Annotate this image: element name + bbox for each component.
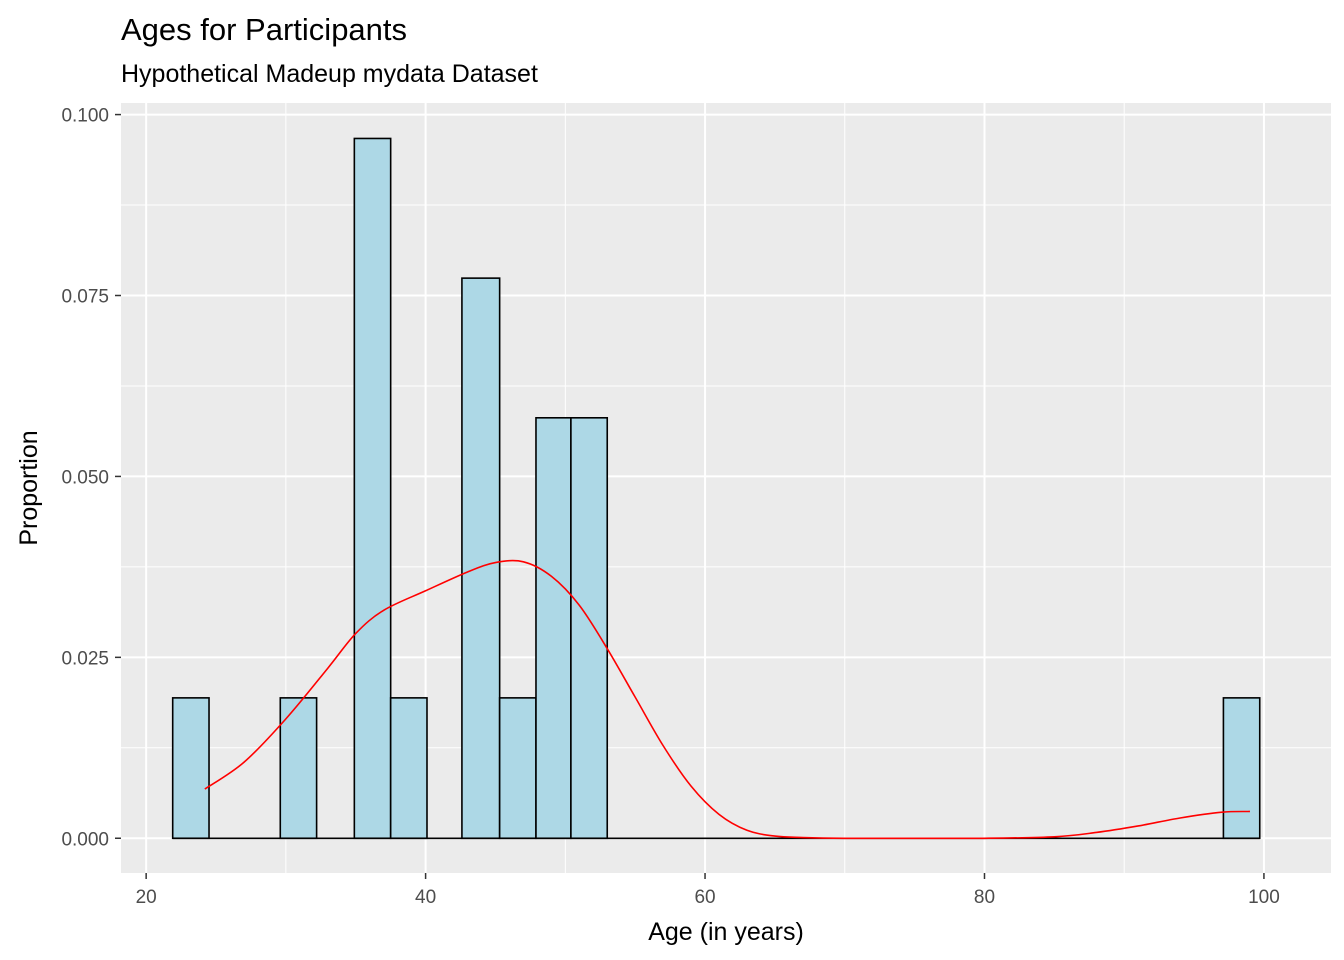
x-tick-label: 80 xyxy=(974,887,995,908)
histogram-bar xyxy=(570,417,609,840)
x-tick-label: 40 xyxy=(415,887,436,908)
y-axis-label: Proportion xyxy=(15,430,43,545)
histogram-bar xyxy=(498,697,537,840)
y-tick-label: 0.000 xyxy=(61,829,109,850)
histogram-bars xyxy=(171,137,1261,840)
histogram-bar xyxy=(1222,697,1261,840)
minor-gridlines xyxy=(121,103,1331,873)
y-tick-label: 0.075 xyxy=(61,287,109,308)
histogram-bar xyxy=(389,697,428,840)
y-tick-label: 0.100 xyxy=(61,106,109,127)
x-tick-label: 60 xyxy=(694,887,715,908)
histogram-bar xyxy=(461,277,501,840)
y-axis-ticks: 0.000 0.025 0.050 0.075 0.100 xyxy=(61,106,121,850)
density-curve xyxy=(204,559,1250,840)
histogram-bar xyxy=(171,697,210,840)
plot-panel xyxy=(121,103,1331,873)
x-tick-label: 100 xyxy=(1248,887,1280,908)
histogram-bar xyxy=(353,137,392,840)
y-tick-label: 0.050 xyxy=(61,467,109,488)
chart-title: Ages for Participants xyxy=(121,12,408,47)
y-tick-label: 0.025 xyxy=(61,648,109,669)
chart-subtitle: Hypothetical Madeup mydata Dataset xyxy=(121,60,538,88)
histogram-bar xyxy=(279,697,318,840)
histogram-bar xyxy=(535,417,572,840)
x-tick-label: 20 xyxy=(136,887,157,908)
x-axis-ticks: 20 40 60 80 100 xyxy=(136,873,1280,908)
x-axis-label: Age (in years) xyxy=(648,918,804,946)
